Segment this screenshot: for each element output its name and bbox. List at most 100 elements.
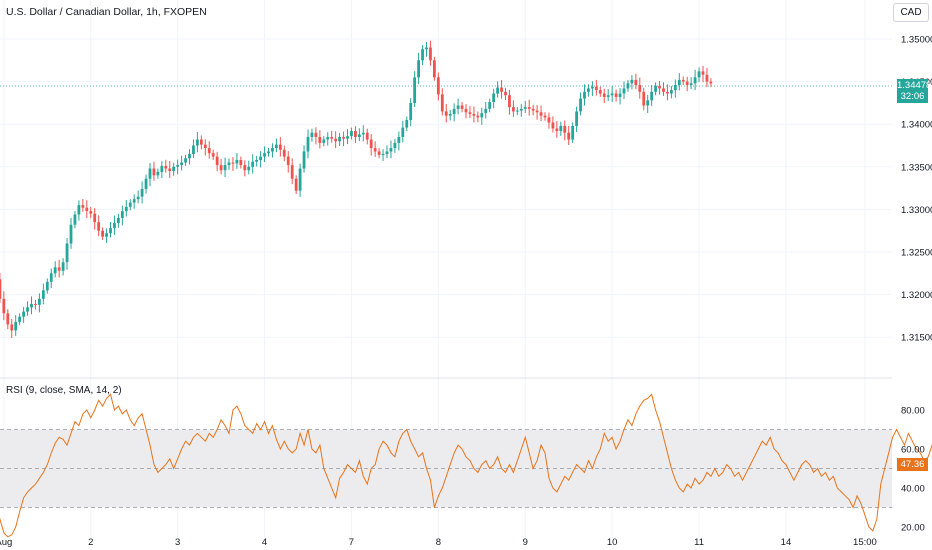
rsi-tick-label: 80.00 — [901, 406, 925, 417]
candle-body — [290, 165, 294, 179]
candle-body — [14, 321, 18, 331]
candle-body — [417, 60, 420, 78]
candle-body — [531, 108, 535, 111]
candle-body — [53, 267, 57, 274]
candle-body — [267, 151, 270, 154]
candle-body — [38, 298, 41, 305]
candle-body — [598, 90, 602, 94]
currency-button[interactable]: CAD — [893, 3, 929, 22]
candle-body — [211, 153, 215, 157]
candle-body — [124, 206, 128, 212]
candle-body — [440, 94, 444, 112]
candle-body — [543, 115, 547, 118]
candle-body — [591, 86, 594, 89]
candle-body — [156, 171, 160, 176]
candle-body — [389, 148, 393, 152]
candle-body — [275, 144, 278, 149]
candle-body — [369, 139, 373, 149]
candle-body — [120, 211, 124, 218]
chart-title: U.S. Dollar / Canadian Dollar, 1h, FXOPE… — [6, 6, 207, 18]
candle-body — [405, 119, 409, 128]
candle-body — [239, 159, 243, 166]
candle-body — [689, 83, 693, 86]
candle-body — [508, 95, 511, 108]
candle-body — [251, 161, 255, 167]
candle-body — [681, 79, 685, 82]
candle-body — [354, 131, 357, 137]
candle-body — [393, 142, 397, 149]
candle-body — [705, 74, 709, 82]
candle-body — [579, 98, 582, 112]
candle-body — [377, 151, 381, 155]
candle-body — [97, 222, 101, 231]
candle-body — [247, 166, 251, 171]
candle-body — [425, 47, 428, 50]
candle-body — [207, 148, 211, 154]
time-axis[interactable]: Aug 2 3 4 7 8 9 10 11 14 15:00 — [0, 537, 877, 548]
candle-body — [515, 110, 519, 112]
candle-body — [45, 281, 49, 291]
candle-body — [298, 168, 302, 191]
candle-body — [496, 87, 499, 94]
candle-body — [527, 107, 531, 109]
candle-body — [575, 111, 578, 126]
candle-body — [452, 108, 456, 114]
candle-body — [180, 162, 183, 166]
candle-body — [160, 165, 164, 172]
candle-body — [666, 91, 669, 94]
candle-body — [255, 159, 259, 162]
candle-body — [559, 125, 563, 132]
candle-body — [583, 91, 586, 99]
candle-body — [547, 117, 551, 123]
candle-body — [164, 165, 168, 169]
candle-body — [630, 79, 634, 84]
bar-countdown: 32:06 — [900, 91, 925, 102]
candle-body — [456, 105, 460, 109]
candle-body — [701, 71, 705, 75]
candle-body — [89, 211, 93, 214]
candle-body — [373, 148, 377, 152]
candle-body — [464, 108, 468, 113]
candle-body — [326, 136, 330, 140]
rsi-line — [0, 393, 932, 538]
time-tick-label: 4 — [262, 537, 267, 548]
candle-body — [409, 102, 413, 120]
candle-body — [670, 90, 673, 94]
time-tick-label: 10 — [607, 537, 618, 548]
candle-body — [57, 267, 61, 271]
candle-body — [472, 113, 476, 116]
candle-body — [488, 102, 492, 109]
rsi-title[interactable]: RSI (9, close, SMA, 14, 2) — [6, 385, 122, 396]
time-tick-label: 14 — [781, 537, 792, 548]
candle-body — [673, 85, 677, 91]
candle-body — [685, 81, 689, 86]
candle-body — [243, 165, 247, 171]
candle-body — [519, 108, 523, 111]
candle-body — [41, 290, 45, 299]
candle-body — [85, 207, 89, 212]
candle-body — [196, 139, 199, 146]
candle-body — [492, 93, 496, 103]
candle-body — [223, 165, 227, 171]
candle-body — [535, 110, 539, 113]
candle-body — [346, 136, 349, 139]
time-tick-label: 11 — [694, 537, 704, 548]
candle-series — [0, 40, 713, 338]
candle-body — [69, 224, 73, 244]
candle-body — [606, 95, 610, 97]
candle-body — [610, 93, 614, 96]
time-tick-label: 2 — [88, 537, 93, 548]
candle-body — [65, 243, 69, 263]
rsi-tick-label: 60.00 — [901, 445, 925, 456]
price-tick-label: 1.32000 — [901, 290, 932, 301]
candle-body — [26, 307, 29, 312]
candle-body — [436, 77, 440, 95]
candle-body — [500, 87, 503, 92]
time-tick-label: 8 — [436, 537, 441, 548]
candle-body — [172, 166, 176, 172]
candle-body — [77, 205, 81, 215]
candle-body — [385, 151, 389, 155]
candle-body — [614, 93, 618, 97]
candle-body — [168, 168, 172, 172]
